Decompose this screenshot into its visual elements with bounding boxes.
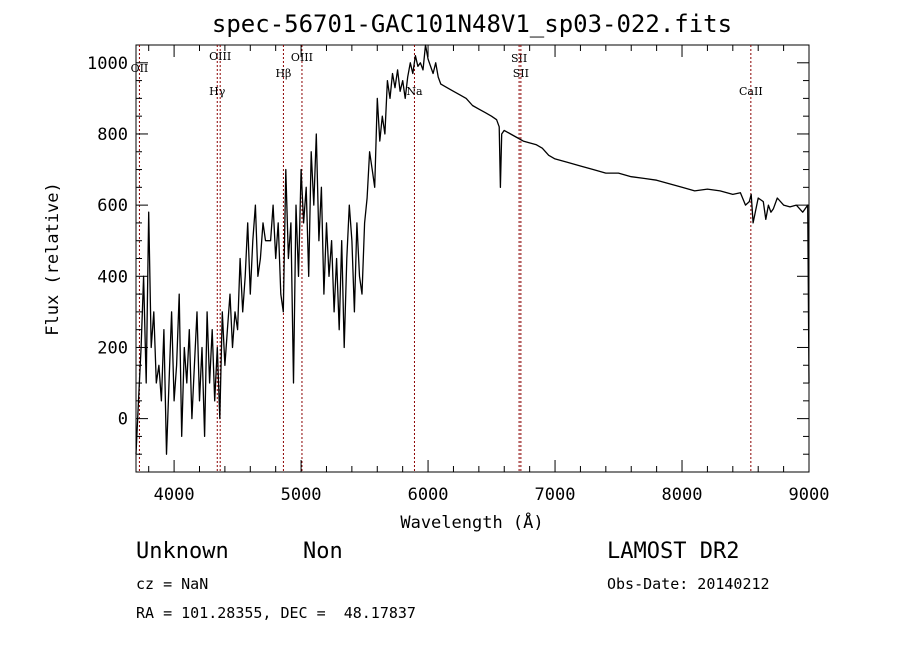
x-tick-label: 9000 xyxy=(789,485,830,505)
survey-name: LAMOST DR2 xyxy=(607,539,740,564)
y-tick-label: 600 xyxy=(97,196,128,216)
emission-line-label: OIII xyxy=(209,50,231,63)
spectrum-line xyxy=(135,44,810,455)
spectrum-series xyxy=(135,44,810,455)
observation-date: Obs-Date: 20140212 xyxy=(607,575,770,593)
chart-title: spec-56701-GAC101N48V1_sp03-022.fits xyxy=(212,10,732,38)
plot-frame xyxy=(135,44,810,473)
axis-ticks: 4000 5000 6000 7000 8000 9000 0 200 400 600 800 100… xyxy=(87,45,829,505)
emission-line-label: SII xyxy=(513,67,529,80)
y-tick-label: 800 xyxy=(97,125,128,145)
y-tick-label: 200 xyxy=(97,338,128,358)
emission-line-label: OIII xyxy=(291,51,313,64)
redshift-readout: cz = NaN xyxy=(136,575,209,593)
x-tick-label: 8000 xyxy=(662,485,703,505)
emission-line-label: Hβ xyxy=(275,67,291,80)
x-tick-label: 4000 xyxy=(154,485,195,505)
emission-line-label: CaII xyxy=(739,85,763,98)
object-subclass: Non xyxy=(303,539,343,564)
x-axis-label: Wavelength (Å) xyxy=(400,511,543,533)
emission-line-label: Na xyxy=(406,85,423,98)
sky-coordinates: RA = 101.28355, DEC = 48.17837 xyxy=(136,604,416,622)
y-tick-label: 0 xyxy=(118,410,128,430)
emission-line-label: SII xyxy=(511,52,527,65)
x-tick-label: 6000 xyxy=(408,485,449,505)
y-tick-label: 400 xyxy=(97,267,128,287)
x-tick-label: 7000 xyxy=(535,485,576,505)
object-class: Unknown xyxy=(136,539,229,564)
emission-line-label: OII xyxy=(131,62,149,75)
y-tick-label: 1000 xyxy=(87,54,128,74)
emission-line-label: Hγ xyxy=(209,85,226,98)
x-tick-label: 5000 xyxy=(281,485,322,505)
y-axis-label: Flux (relative) xyxy=(43,182,63,336)
